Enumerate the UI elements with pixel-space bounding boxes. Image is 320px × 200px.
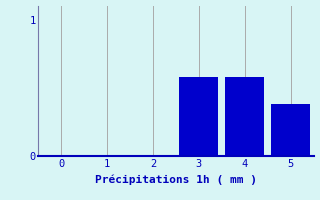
X-axis label: Précipitations 1h ( mm ): Précipitations 1h ( mm ) xyxy=(95,174,257,185)
Bar xyxy=(225,77,264,156)
Bar xyxy=(180,77,219,156)
Bar xyxy=(271,104,310,156)
